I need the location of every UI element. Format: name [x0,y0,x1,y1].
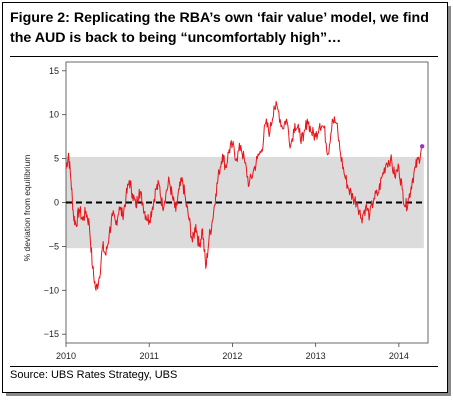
y-tick-label: 15 [49,66,59,76]
x-tick-label: 2014 [389,351,409,361]
source-divider [10,366,438,367]
figure-title: Figure 2: Replicating the RBA’s own ‘fai… [10,10,429,46]
x-tick-label: 2011 [140,351,159,361]
x-tick-label: 2013 [306,351,326,361]
y-tick-label: −5 [49,241,59,251]
figure-frame [2,2,448,393]
x-tick-label: 2012 [222,351,242,361]
y-tick-label: −15 [44,329,59,339]
latest-point-marker [419,144,425,149]
source-note: Source: UBS Rates Strategy, UBS [10,369,178,381]
title-divider [10,56,438,57]
x-tick-label: 2010 [56,351,76,361]
y-axis-label: % deviation from equilibrium [22,155,32,262]
y-tick-label: −10 [44,285,59,295]
y-tick-label: 10 [49,110,59,120]
aud-deviation-line [65,100,423,291]
y-tick-label: 5 [54,154,59,164]
frame-shadow-bottom [6,392,451,396]
frame-shadow-right [447,6,451,396]
y-tick-label: 0 [54,198,59,208]
